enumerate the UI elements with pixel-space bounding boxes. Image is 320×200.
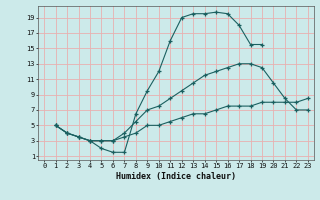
X-axis label: Humidex (Indice chaleur): Humidex (Indice chaleur) [116,172,236,181]
